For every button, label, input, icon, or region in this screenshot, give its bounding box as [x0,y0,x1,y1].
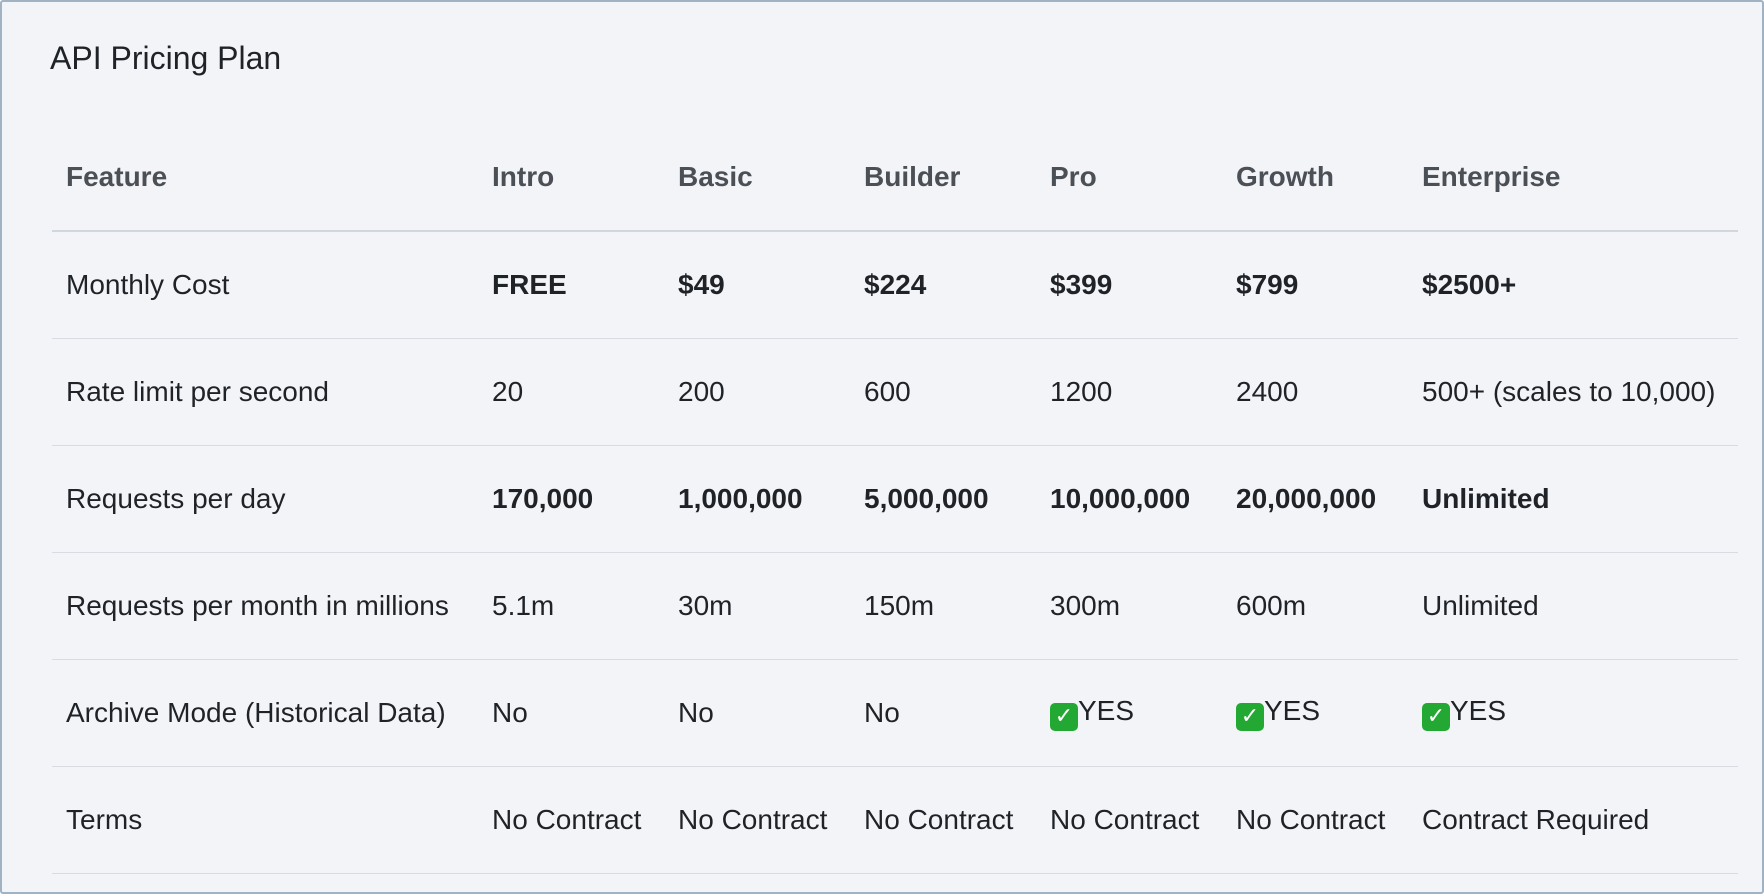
table-cell: No [478,659,664,767]
feature-label: Terms [52,766,478,874]
table-cell: 5,000,000 [850,445,1036,553]
column-header-feature: Feature [52,124,478,232]
table-cell: $49 [664,231,850,339]
column-header-growth: Growth [1222,124,1408,232]
table-cell: ✓ YES [1036,659,1222,767]
page-title: API Pricing Plan [50,40,282,76]
table-row: Monthly Cost FREE $49 $224 $399 $799 $25… [52,231,1738,339]
table-cell: $399 [1036,231,1222,339]
table-cell: 20,000,000 [1222,445,1408,553]
table-cell: Unlimited [1408,445,1738,553]
table-cell: Contract Required [1408,766,1738,874]
pricing-table: Feature Intro Basic Builder Pro Growth E… [52,124,1738,874]
table-cell: No Contract [664,766,850,874]
table-cell: $799 [1222,231,1408,339]
table-cell: No Contract [850,766,1036,874]
table-cell: No Contract [478,766,664,874]
feature-label: Monthly Cost [52,231,478,339]
table-cell: 5.1m [478,552,664,660]
table-cell: 170,000 [478,445,664,553]
table-cell: ✓ YES [1408,659,1738,767]
feature-label: Requests per month in millions [52,552,478,660]
table-cell: 600 [850,338,1036,446]
archive-value: YES [1450,695,1507,726]
check-icon: ✓ [1236,703,1264,731]
table-cell: 1200 [1036,338,1222,446]
table-row: Requests per day 170,000 1,000,000 5,000… [52,445,1738,553]
table-cell: 1,000,000 [664,445,850,553]
table-cell: FREE [478,231,664,339]
column-header-basic: Basic [664,124,850,232]
feature-label: Archive Mode (Historical Data) [52,659,478,767]
table-cell: Unlimited [1408,552,1738,660]
feature-label: Requests per day [52,445,478,553]
table-cell: 300m [1036,552,1222,660]
table-row: Terms No Contract No Contract No Contrac… [52,766,1738,874]
table-cell: No [664,659,850,767]
table-cell: $224 [850,231,1036,339]
column-header-pro: Pro [1036,124,1222,232]
table-cell: 150m [850,552,1036,660]
table-cell: 2400 [1222,338,1408,446]
feature-label: Rate limit per second [52,338,478,446]
column-header-builder: Builder [850,124,1036,232]
column-header-intro: Intro [478,124,664,232]
table-cell: 30m [664,552,850,660]
check-icon: ✓ [1050,703,1078,731]
table-row: Rate limit per second 20 200 600 1200 24… [52,338,1738,446]
table-cell: 20 [478,338,664,446]
table-cell: ✓ YES [1222,659,1408,767]
table-cell: No [850,659,1036,767]
column-header-enterprise: Enterprise [1408,124,1738,232]
table-row: Requests per month in millions 5.1m 30m … [52,552,1738,660]
table-cell: 500+ (scales to 10,000) [1408,338,1738,446]
archive-value: YES [1264,695,1321,726]
table-cell: No Contract [1036,766,1222,874]
table-row: Archive Mode (Historical Data) No No No … [52,659,1738,767]
table-cell: No Contract [1222,766,1408,874]
archive-value: YES [1078,695,1135,726]
table-cell: 10,000,000 [1036,445,1222,553]
table-cell: 600m [1222,552,1408,660]
table-header-row: Feature Intro Basic Builder Pro Growth E… [52,124,1738,232]
table-cell: 200 [664,338,850,446]
check-icon: ✓ [1422,703,1450,731]
table-cell: $2500+ [1408,231,1738,339]
